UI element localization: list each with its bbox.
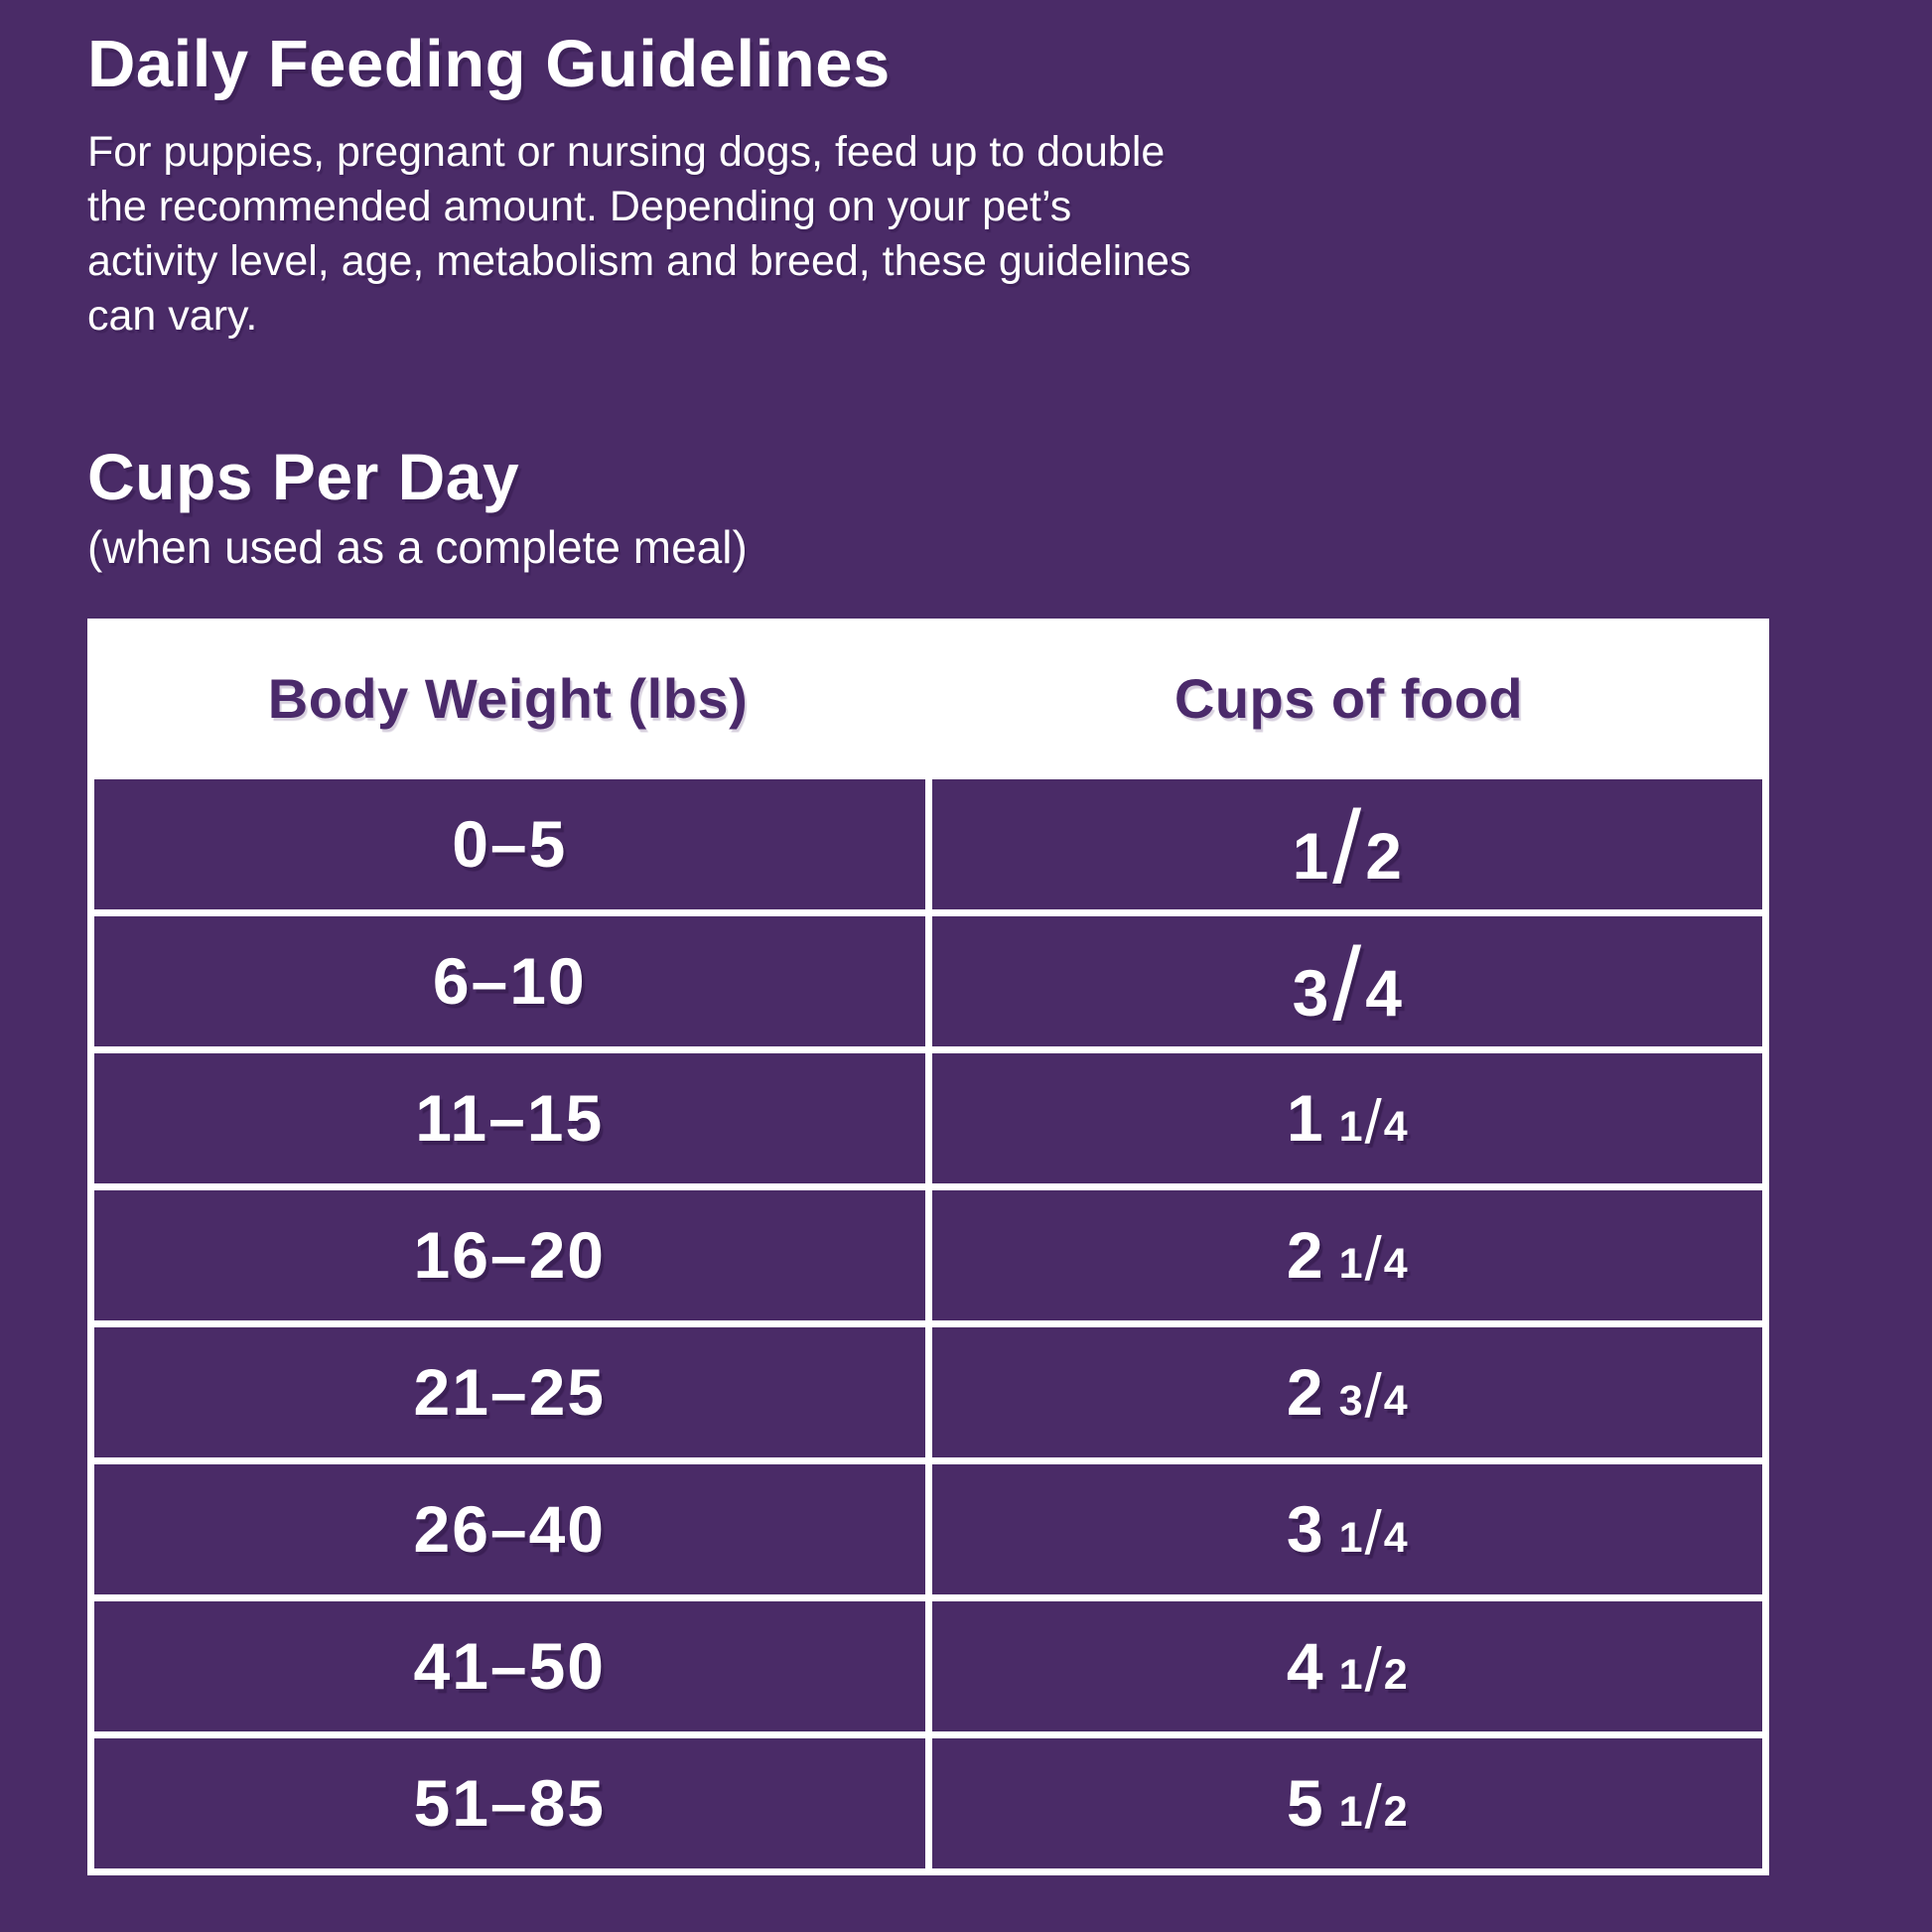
fraction-denominator: 2 <box>1383 1788 1408 1837</box>
fraction-slash: / <box>1364 1225 1382 1295</box>
fraction-denominator: 4 <box>1383 1514 1408 1563</box>
weight-cell: 51–85 <box>94 1737 925 1868</box>
fraction-numerator: 3 <box>1338 1377 1363 1426</box>
weight-cell: 16–20 <box>94 1189 925 1320</box>
cups-cell: 2 1/4 <box>931 1189 1762 1320</box>
cups-cell: 5 1/2 <box>931 1737 1762 1868</box>
fraction-slash: / <box>1364 1362 1382 1432</box>
intro-line: the recommended amount. Depending on you… <box>87 183 1072 231</box>
cups-cell: 4 1/2 <box>931 1600 1762 1731</box>
fraction-denominator: 4 <box>1383 1103 1408 1152</box>
fraction-numerator: 1 <box>1338 1103 1363 1152</box>
fraction-numerator: 1 <box>1338 1240 1363 1289</box>
fraction-slash: / <box>1364 1773 1382 1843</box>
weight-cell: 6–10 <box>94 915 925 1046</box>
fraction-numerator: 1 <box>1292 818 1329 893</box>
table-header-row: Body Weight (lbs) Cups of food <box>87 618 1769 779</box>
cups-whole: 3 <box>1286 1492 1323 1567</box>
cups-fraction: 1/2 <box>1338 1628 1408 1706</box>
fraction-denominator: 2 <box>1365 818 1402 893</box>
table-body: 0–5 1/2 6–10 3/4 11–15 1 1/4 16–20 2 1/4 2… <box>87 778 1769 1875</box>
fraction-denominator: 2 <box>1383 1651 1408 1700</box>
cups-fraction: 1/4 <box>1338 1217 1408 1295</box>
cups-cell: 2 3/4 <box>931 1326 1762 1457</box>
fraction-numerator: 1 <box>1338 1788 1363 1837</box>
content-column: Daily Feeding Guidelines For puppies, pr… <box>87 0 1769 1875</box>
fraction-slash: / <box>1364 1088 1382 1158</box>
fraction-numerator: 1 <box>1338 1514 1363 1563</box>
section-heading: Cups Per Day <box>87 440 520 514</box>
fraction-denominator: 4 <box>1383 1377 1408 1426</box>
fraction-numerator: 1 <box>1338 1651 1363 1700</box>
cups-cell: 1 1/4 <box>931 1052 1762 1183</box>
weight-cell: 11–15 <box>94 1052 925 1183</box>
cups-whole: 4 <box>1286 1629 1323 1704</box>
page-title: Daily Feeding Guidelines <box>87 27 891 101</box>
fraction-slash: / <box>1364 1636 1382 1706</box>
column-header-body-weight: Body Weight (lbs) <box>267 667 749 731</box>
fraction-slash: / <box>1332 926 1362 1042</box>
weight-cell: 41–50 <box>94 1600 925 1731</box>
section-subheading: (when used as a complete meal) <box>87 520 748 573</box>
feeding-table: Body Weight (lbs) Cups of food 0–5 1/2 6… <box>87 618 1769 1875</box>
cups-whole: 2 <box>1286 1218 1323 1293</box>
fraction-numerator: 3 <box>1292 955 1329 1030</box>
weight-cell: 21–25 <box>94 1326 925 1457</box>
fraction-slash: / <box>1364 1499 1382 1569</box>
intro-line: For puppies, pregnant or nursing dogs, f… <box>87 128 1166 177</box>
fraction-denominator: 4 <box>1383 1240 1408 1289</box>
cups-fraction: 1/4 <box>1338 1080 1408 1158</box>
cups-fraction: 1/2 <box>1338 1765 1408 1843</box>
column-header-cups-of-food: Cups of food <box>1173 667 1524 731</box>
cups-fraction: 1/4 <box>1338 1491 1408 1569</box>
cups-whole: 2 <box>1286 1355 1323 1430</box>
intro-line: activity level, age, metabolism and bree… <box>87 237 1191 286</box>
cups-cell: 3 1/4 <box>931 1463 1762 1594</box>
intro-text: For puppies, pregnant or nursing dogs, f… <box>87 125 1769 344</box>
cups-whole: 1 <box>1286 1081 1323 1156</box>
cups-fraction: 3/4 <box>1292 922 1402 1042</box>
cups-whole: 5 <box>1286 1766 1323 1841</box>
weight-cell: 0–5 <box>94 778 925 909</box>
cups-fraction: 1/2 <box>1292 785 1402 905</box>
cups-cell: 3/4 <box>931 915 1762 1046</box>
fraction-denominator: 4 <box>1365 955 1402 1030</box>
fraction-slash: / <box>1332 789 1362 905</box>
weight-cell: 26–40 <box>94 1463 925 1594</box>
intro-line: can vary. <box>87 292 258 341</box>
cups-fraction: 3/4 <box>1338 1354 1408 1432</box>
cups-cell: 1/2 <box>931 778 1762 909</box>
